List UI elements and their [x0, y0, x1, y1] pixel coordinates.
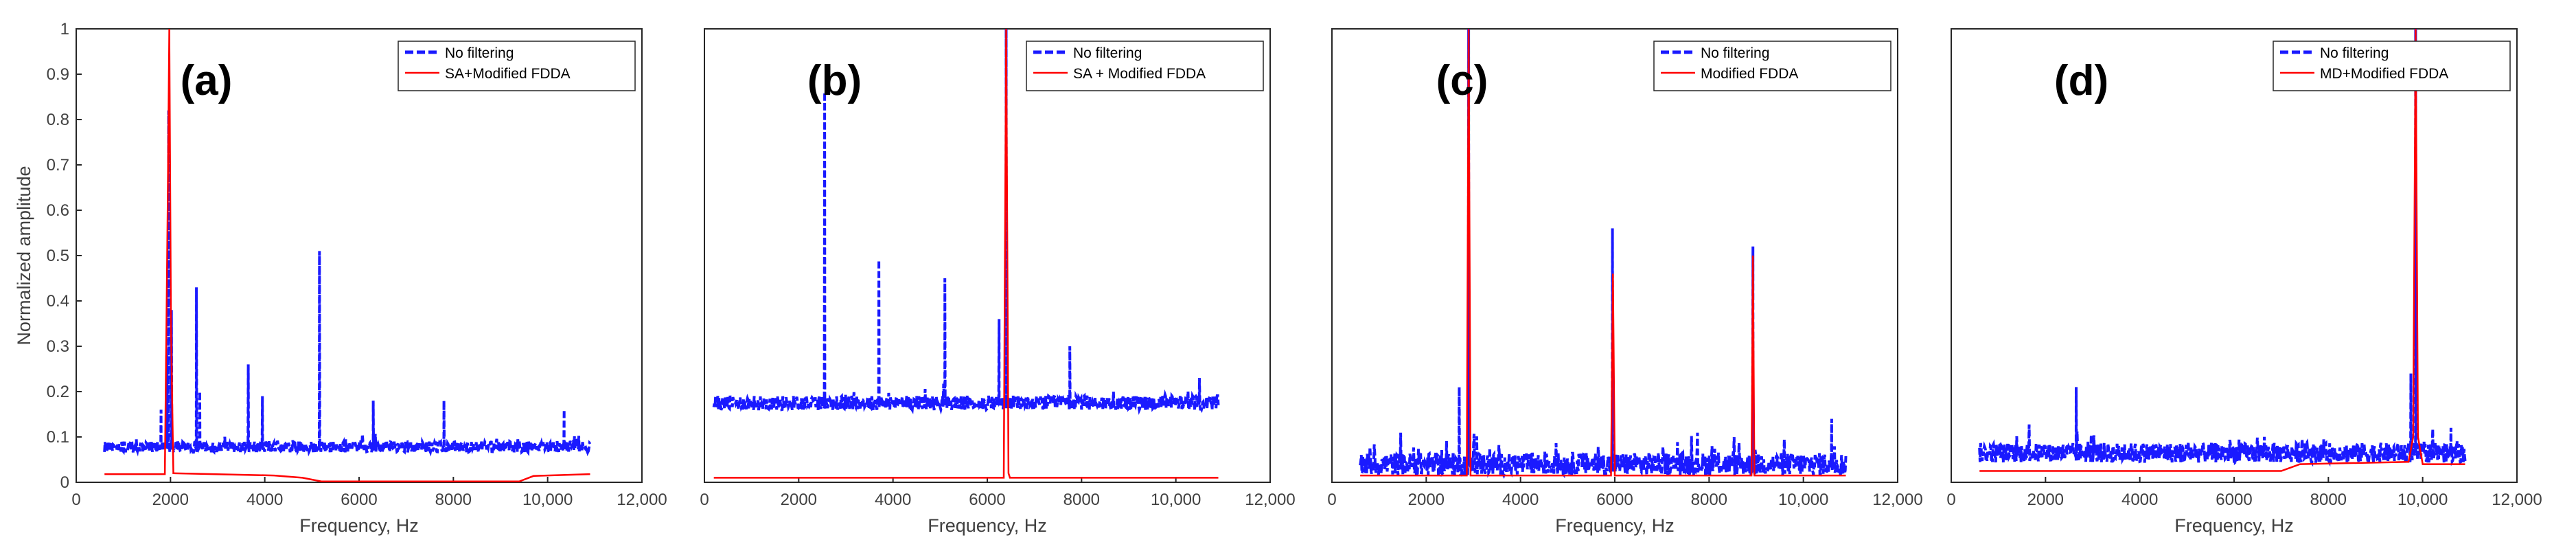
panel-label: (a)	[181, 57, 233, 104]
legend-label: SA + Modified FDDA	[1073, 66, 1206, 82]
x-tick-label: 6000	[1596, 491, 1633, 509]
series-filtered	[713, 28, 1219, 479]
panel-label: (d)	[2054, 57, 2108, 104]
x-tick-label: 0	[1327, 491, 1336, 509]
x-tick-label: 8000	[1063, 491, 1100, 509]
legend-label: Modified FDDA	[1701, 66, 1798, 82]
series-no-filtering	[1359, 28, 1848, 480]
panel-0: 0 2000 4000 6000 8000 10,000 12,000 0 0.1 0.2 0.3 0…	[14, 20, 667, 536]
y-tick-label: 0.4	[47, 292, 69, 311]
panel-3: 0 2000 4000 6000 8000 10,000 12,000 Frequency, …	[1946, 28, 2542, 536]
x-axis-title: Frequency, Hz	[928, 515, 1047, 536]
x-tick-label: 4000	[875, 491, 911, 509]
x-tick-label: 12,000	[1872, 491, 1922, 509]
series-no-filtering	[1978, 28, 2467, 467]
x-tick-label: 8000	[2310, 491, 2347, 509]
x-tick-label: 6000	[341, 491, 377, 509]
x-tick-label: 12,000	[1245, 491, 1295, 509]
series-filtered	[1360, 28, 1846, 477]
legend-label: No filtering	[2320, 45, 2389, 61]
x-tick-label: 4000	[246, 491, 283, 509]
plot-frame	[704, 28, 1271, 483]
legend-label: SA+Modified FDDA	[445, 66, 571, 82]
y-tick-label: 1	[60, 20, 69, 38]
series-filtered	[1979, 28, 2465, 472]
plot-frame	[1951, 28, 2518, 483]
y-tick-label: 0	[60, 473, 69, 492]
x-tick-label: 2000	[2027, 491, 2064, 509]
panel-label: (b)	[807, 57, 862, 104]
legend	[1653, 41, 1891, 91]
x-tick-label: 6000	[969, 491, 1005, 509]
x-tick-label: 12,000	[2492, 491, 2542, 509]
x-axis-title: Frequency, Hz	[2174, 515, 2294, 536]
legend-label: No filtering	[1701, 45, 1769, 61]
x-tick-label: 10,000	[1151, 491, 1201, 509]
series-filtered	[104, 28, 590, 482]
x-tick-label: 6000	[2216, 491, 2252, 509]
y-axis-title: Normalized amplitude	[14, 166, 34, 345]
x-tick-label: 10,000	[2397, 491, 2448, 509]
x-tick-label: 0	[71, 491, 80, 509]
y-tick-label: 0.7	[47, 156, 69, 175]
x-tick-label: 2000	[152, 491, 189, 509]
legend-label: No filtering	[445, 45, 514, 61]
legend	[1026, 41, 1264, 91]
x-axis-title: Frequency, Hz	[299, 515, 419, 536]
y-tick-label: 0.2	[47, 383, 69, 401]
x-tick-label: 8000	[1691, 491, 1727, 509]
y-tick-label: 0.6	[47, 201, 69, 220]
x-tick-label: 4000	[1502, 491, 1539, 509]
panel-label: (c)	[1436, 57, 1488, 104]
y-tick-label: 0.1	[47, 428, 69, 447]
x-tick-label: 12,000	[617, 491, 667, 509]
y-tick-label: 0.5	[47, 247, 69, 265]
x-axis-title: Frequency, Hz	[1555, 515, 1675, 536]
panel-2: 0 2000 4000 6000 8000 10,000 12,000 Frequency, …	[1327, 28, 1923, 536]
legend	[2273, 41, 2511, 91]
x-tick-label: 4000	[2121, 491, 2158, 509]
series-no-filtering	[712, 28, 1220, 415]
x-tick-label: 10,000	[522, 491, 573, 509]
x-tick-label: 2000	[781, 491, 817, 509]
x-tick-label: 8000	[435, 491, 472, 509]
x-tick-label: 0	[700, 491, 709, 509]
x-tick-label: 0	[1946, 491, 1955, 509]
x-tick-label: 2000	[1408, 491, 1445, 509]
y-tick-label: 0.9	[47, 65, 69, 84]
legend	[398, 41, 636, 91]
x-tick-label: 10,000	[1778, 491, 1828, 509]
y-tick-label: 0.3	[47, 337, 69, 356]
plot-frame	[76, 28, 643, 483]
series-no-filtering	[103, 110, 591, 457]
panel-1: 0 2000 4000 6000 8000 10,000 12,000 Frequency, …	[700, 28, 1296, 536]
legend-label: No filtering	[1073, 45, 1142, 61]
y-tick-label: 0.8	[47, 111, 69, 129]
legend-label: MD+Modified FDDA	[2320, 66, 2448, 82]
